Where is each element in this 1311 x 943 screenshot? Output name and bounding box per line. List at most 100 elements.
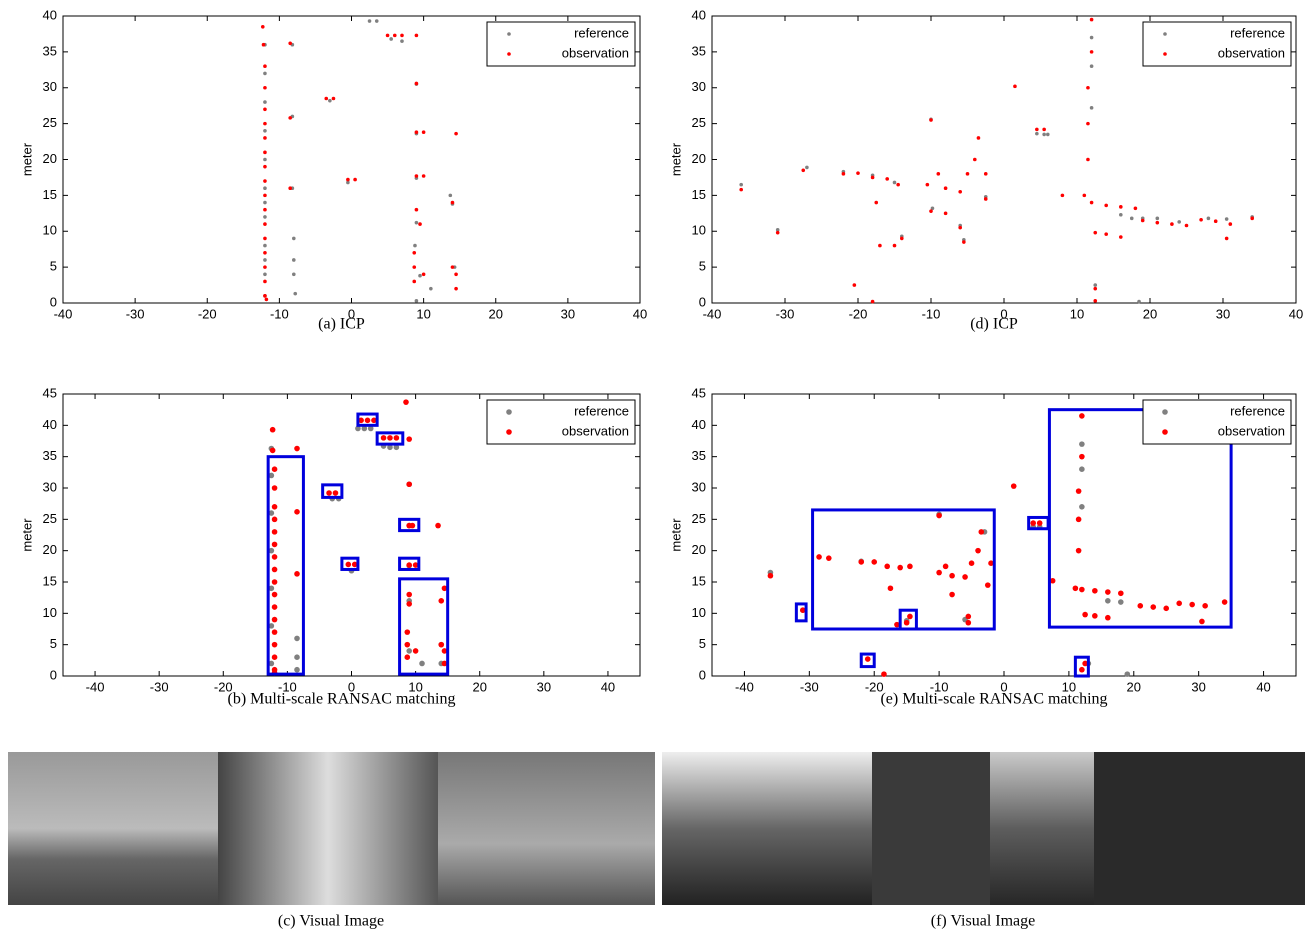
point bbox=[878, 243, 882, 248]
point bbox=[374, 19, 379, 23]
point bbox=[380, 435, 387, 441]
point bbox=[400, 33, 404, 38]
point bbox=[268, 472, 275, 479]
x-tick-label: 20 bbox=[1143, 306, 1157, 321]
point bbox=[406, 591, 413, 598]
y-axis-label: meter bbox=[668, 142, 683, 176]
point bbox=[1119, 212, 1123, 217]
legend bbox=[486, 399, 636, 445]
point bbox=[346, 177, 350, 182]
point bbox=[271, 529, 278, 535]
point bbox=[389, 37, 393, 41]
point bbox=[1104, 203, 1108, 208]
point bbox=[393, 444, 400, 451]
point bbox=[418, 273, 422, 278]
point bbox=[268, 623, 275, 629]
point bbox=[414, 207, 419, 212]
point bbox=[412, 562, 419, 568]
y-tick-label: 0 bbox=[699, 667, 706, 682]
point bbox=[263, 186, 267, 190]
x-tick-label: -40 bbox=[703, 306, 722, 321]
point bbox=[441, 660, 448, 667]
point bbox=[884, 563, 890, 570]
point bbox=[936, 512, 942, 519]
y-tick-label: 15 bbox=[43, 573, 57, 588]
point bbox=[263, 265, 267, 269]
y-tick-label: 15 bbox=[692, 187, 706, 202]
point bbox=[929, 209, 933, 213]
point bbox=[414, 220, 419, 225]
point bbox=[454, 286, 458, 291]
x-tick-label: 0 bbox=[348, 679, 355, 694]
x-tick-label: 10 bbox=[408, 679, 422, 694]
point bbox=[412, 279, 417, 284]
point bbox=[263, 272, 267, 277]
x-tick-label: 40 bbox=[633, 306, 647, 321]
point bbox=[943, 211, 948, 216]
y-tick-label: 10 bbox=[692, 605, 706, 620]
point bbox=[404, 641, 411, 648]
legend-marker bbox=[1163, 52, 1167, 56]
point bbox=[421, 174, 426, 178]
point bbox=[852, 283, 857, 287]
y-tick-label: 30 bbox=[692, 479, 706, 494]
point bbox=[454, 272, 458, 277]
match-box bbox=[266, 455, 305, 676]
point bbox=[404, 629, 411, 635]
point bbox=[268, 660, 275, 667]
point bbox=[1092, 613, 1098, 619]
point bbox=[414, 130, 419, 135]
chart: -40 -30 -20 -10 0 10 20 30 40 0 5 10 15 20 25 30 35 40 45 m… bbox=[19, 385, 641, 708]
point bbox=[1221, 599, 1228, 605]
point bbox=[385, 33, 390, 38]
point bbox=[263, 222, 267, 226]
point bbox=[1093, 283, 1098, 287]
point bbox=[1035, 131, 1039, 136]
point bbox=[450, 200, 455, 205]
match-box bbox=[859, 652, 876, 669]
point bbox=[292, 258, 296, 262]
point bbox=[406, 436, 413, 442]
point bbox=[412, 265, 417, 269]
point bbox=[263, 279, 267, 284]
point bbox=[1155, 220, 1160, 225]
point bbox=[874, 200, 879, 205]
point bbox=[364, 417, 371, 424]
x-tick-label: -30 bbox=[776, 306, 795, 321]
point bbox=[1049, 577, 1056, 584]
point bbox=[1079, 441, 1085, 447]
point bbox=[413, 243, 417, 248]
x-tick-label: 30 bbox=[537, 679, 551, 694]
point bbox=[1184, 223, 1189, 228]
point bbox=[271, 579, 278, 585]
point bbox=[801, 168, 806, 173]
point bbox=[260, 24, 265, 29]
point bbox=[353, 177, 357, 182]
point bbox=[438, 641, 445, 648]
point bbox=[404, 654, 411, 660]
point bbox=[805, 165, 809, 170]
legend-marker bbox=[1162, 409, 1168, 415]
x-tick-label: -30 bbox=[126, 306, 145, 321]
point bbox=[294, 635, 300, 642]
point bbox=[435, 522, 441, 529]
legend-label: observation bbox=[1218, 45, 1285, 60]
point bbox=[271, 629, 278, 635]
point bbox=[1104, 232, 1108, 236]
point bbox=[1118, 599, 1124, 605]
point bbox=[841, 172, 846, 176]
point bbox=[263, 107, 267, 112]
point bbox=[263, 85, 267, 90]
y-tick-label: 35 bbox=[692, 43, 706, 58]
legend-label: reference bbox=[574, 25, 629, 40]
point bbox=[1089, 35, 1094, 40]
y-tick-label: 25 bbox=[692, 511, 706, 526]
point bbox=[403, 399, 409, 405]
x-tick-label: -10 bbox=[930, 679, 949, 694]
point bbox=[263, 64, 267, 69]
point bbox=[739, 182, 743, 187]
point bbox=[409, 522, 416, 529]
point bbox=[268, 585, 275, 592]
point bbox=[816, 554, 822, 560]
point bbox=[414, 299, 419, 303]
